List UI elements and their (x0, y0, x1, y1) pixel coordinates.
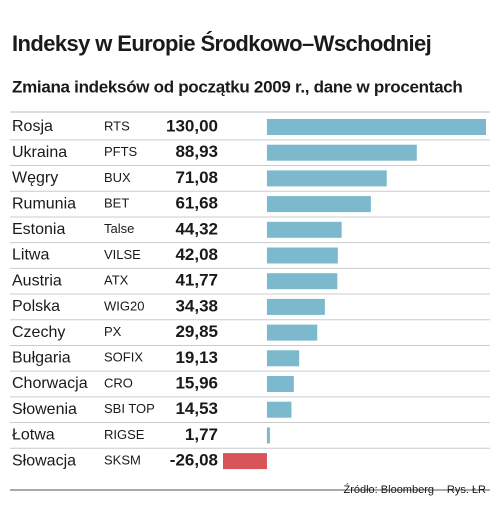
chart-subtitle: Zmiana indeksów od początku 2009 r., dan… (12, 77, 463, 96)
index-label: CRO (104, 375, 133, 390)
value-label: 41,77 (175, 271, 218, 290)
country-label: Węgry (12, 170, 58, 187)
bar (266, 119, 486, 135)
bar (266, 144, 417, 161)
bar (223, 453, 267, 470)
source: Źródło: Bloomberg (344, 483, 435, 496)
bar (266, 298, 325, 315)
bar (266, 324, 318, 341)
bar (266, 376, 294, 392)
chart-title: Indeksy w Europie Środkowo–Wschodniej (12, 31, 431, 56)
index-label: PFTS (104, 144, 138, 159)
credit: Rys. ŁR (447, 484, 486, 496)
value-label: 14,53 (175, 399, 218, 418)
value-label: 130,00 (166, 116, 218, 135)
bar (266, 170, 387, 187)
value-label: 1,77 (185, 425, 218, 444)
country-label: Bułgaria (12, 350, 71, 367)
index-label: BET (104, 196, 129, 211)
value-label: -26,08 (170, 451, 218, 470)
index-label: BUX (104, 170, 131, 185)
bar (266, 401, 292, 418)
bar (266, 350, 300, 367)
value-label: 42,08 (175, 245, 218, 264)
country-label: Rosja (12, 118, 53, 135)
bar (266, 247, 338, 264)
index-label: VILSE (104, 247, 141, 262)
country-label: Słowacja (12, 452, 76, 469)
value-label: 29,85 (175, 322, 218, 341)
country-label: Czechy (12, 324, 65, 341)
country-label: Litwa (12, 247, 49, 264)
country-label: Łotwa (12, 427, 55, 444)
value-label: 88,93 (175, 142, 218, 161)
bar (266, 196, 371, 213)
index-label: WIG20 (104, 298, 144, 313)
country-label: Słowenia (12, 401, 77, 418)
value-label: 44,32 (175, 219, 218, 238)
country-label: Rumunia (12, 195, 76, 212)
index-label: Talse (104, 221, 134, 236)
bar (266, 221, 342, 238)
country-label: Ukraina (12, 144, 67, 161)
country-label: Estonia (12, 221, 65, 238)
index-label: PX (104, 324, 122, 339)
value-label: 34,38 (175, 296, 218, 315)
value-label: 61,68 (175, 194, 218, 213)
index-label: SBI TOP (104, 401, 155, 416)
index-label: SKSM (104, 453, 141, 468)
country-label: Polska (12, 298, 60, 315)
value-label: 19,13 (175, 348, 218, 367)
index-label: SOFIX (104, 350, 143, 365)
value-label: 71,08 (175, 168, 218, 187)
bar (266, 427, 270, 444)
country-label: Austria (12, 272, 62, 289)
index-label: RTS (104, 118, 130, 133)
value-label: 15,96 (175, 373, 218, 392)
index-label: RIGSE (104, 427, 145, 442)
country-label: Chorwacja (12, 375, 88, 392)
index-label: ATX (104, 273, 129, 288)
bar (266, 273, 338, 290)
